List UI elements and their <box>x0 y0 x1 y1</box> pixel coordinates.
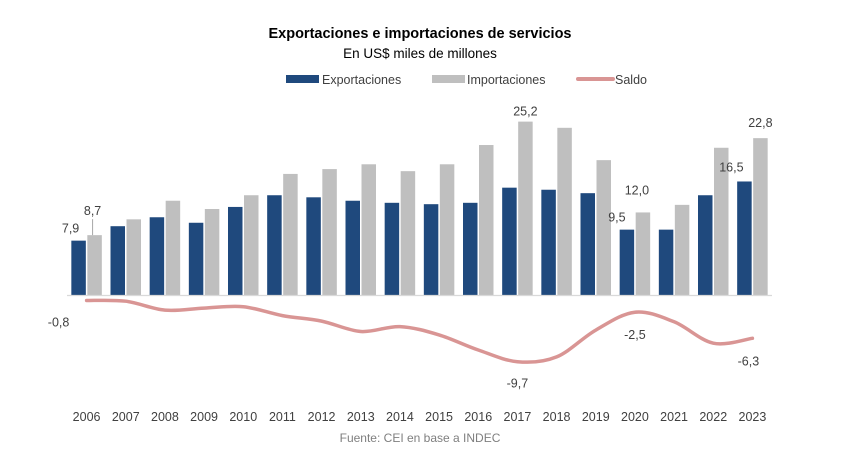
bar-importaciones-2015 <box>439 164 455 295</box>
bar-exportaciones-2009 <box>188 222 204 295</box>
bars-group <box>71 121 768 296</box>
bar-exportaciones-2013 <box>345 200 360 295</box>
bar-importaciones-2008 <box>165 200 181 295</box>
bar-importaciones-2019 <box>596 160 611 295</box>
x-tick-label-2007: 2007 <box>112 410 140 424</box>
data-labels: 7,9 8,7 25,2 9,512,0 16,5 22,8 -0,8 -9,7 -2,5 -6,… <box>48 105 773 391</box>
data-label-saldo-2006: -0,8 <box>48 316 70 330</box>
legend: Exportaciones Importaciones Saldo <box>286 73 647 87</box>
bar-exportaciones-2019 <box>580 193 595 295</box>
bar-exportaciones-2015 <box>423 204 439 295</box>
x-tick-label-2019: 2019 <box>582 410 610 424</box>
x-tick-label-2022: 2022 <box>699 410 727 424</box>
legend-label-saldo: Saldo <box>615 73 647 87</box>
bar-exportaciones-2020 <box>619 229 635 295</box>
bar-exportaciones-2010 <box>228 206 243 295</box>
bar-exportaciones-2021 <box>658 229 674 295</box>
x-tick-label-2017: 2017 <box>504 410 532 424</box>
bar-importaciones-2013 <box>361 164 376 295</box>
bar-exportaciones-2008 <box>149 217 165 295</box>
bar-importaciones-2009 <box>204 209 220 295</box>
x-tick-label-2014: 2014 <box>386 410 414 424</box>
bar-importaciones-2022 <box>714 147 729 295</box>
bar-importaciones-2018 <box>557 127 572 295</box>
x-tick-label-2020: 2020 <box>621 410 649 424</box>
data-label-importaciones-2020: 12,0 <box>625 183 649 197</box>
x-tick-label-2013: 2013 <box>347 410 375 424</box>
data-label-exportaciones-2020: 9,5 <box>608 211 625 225</box>
data-label-saldo-2020: -2,5 <box>624 328 646 342</box>
data-label-importaciones-2023: 22,8 <box>748 116 772 130</box>
bar-importaciones-2023 <box>753 138 768 295</box>
bar-importaciones-2012 <box>322 169 337 295</box>
bar-importaciones-2006 <box>87 235 102 295</box>
chart-title: Exportaciones e importaciones de servici… <box>268 26 571 42</box>
x-tick-label-2012: 2012 <box>308 410 336 424</box>
bar-importaciones-2021 <box>674 204 690 295</box>
data-label-importaciones-2017: 25,2 <box>513 105 537 119</box>
bar-importaciones-2010 <box>244 195 259 295</box>
bar-exportaciones-2018 <box>541 189 556 295</box>
bar-exportaciones-2023 <box>737 181 752 295</box>
x-tick-label-2009: 2009 <box>190 410 218 424</box>
saldo-line <box>84 298 755 364</box>
bar-exportaciones-2016 <box>463 202 478 295</box>
bar-exportaciones-2007 <box>110 226 125 295</box>
legend-swatch-exportaciones <box>286 75 319 83</box>
x-tick-label-2023: 2023 <box>739 410 767 424</box>
x-tick-label-2010: 2010 <box>229 410 257 424</box>
bar-importaciones-2007 <box>126 219 141 295</box>
bar-importaciones-2017 <box>518 121 533 296</box>
data-label-saldo-2017: -9,7 <box>507 377 529 391</box>
x-tick-label-2015: 2015 <box>425 410 453 424</box>
legend-label-importaciones: Importaciones <box>467 73 546 87</box>
bar-exportaciones-2011 <box>267 195 282 295</box>
bar-importaciones-2016 <box>479 145 494 295</box>
bar-exportaciones-2017 <box>502 187 517 295</box>
x-tick-labels: 2006 2007 2008 2009 2010 2011 2012 2013 2014 2015… <box>73 410 767 424</box>
data-label-importaciones-2006: 8,7 <box>84 204 101 218</box>
chart-subtitle: En US$ miles de millones <box>343 46 497 61</box>
legend-swatch-importaciones <box>432 75 465 83</box>
x-tick-label-2016: 2016 <box>464 410 492 424</box>
bar-importaciones-2011 <box>283 173 298 295</box>
x-tick-label-2008: 2008 <box>151 410 179 424</box>
bar-exportaciones-2012 <box>306 197 321 295</box>
bar-importaciones-2020 <box>635 212 651 295</box>
x-tick-label-2018: 2018 <box>543 410 571 424</box>
x-tick-label-2006: 2006 <box>73 410 101 424</box>
bar-importaciones-2014 <box>400 171 416 295</box>
legend-label-exportaciones: Exportaciones <box>322 73 401 87</box>
data-label-exportaciones-2023: 16,5 <box>719 160 743 174</box>
data-label-exportaciones-2006: 7,9 <box>62 222 79 236</box>
data-label-saldo-2023: -6,3 <box>738 354 760 368</box>
bar-exportaciones-2014 <box>384 202 400 295</box>
chart-source: Fuente: CEI en base a INDEC <box>340 431 501 445</box>
bar-exportaciones-2006 <box>71 240 86 295</box>
x-tick-label-2011: 2011 <box>269 410 296 424</box>
x-tick-label-2021: 2021 <box>660 410 688 424</box>
bar-exportaciones-2022 <box>698 195 713 295</box>
